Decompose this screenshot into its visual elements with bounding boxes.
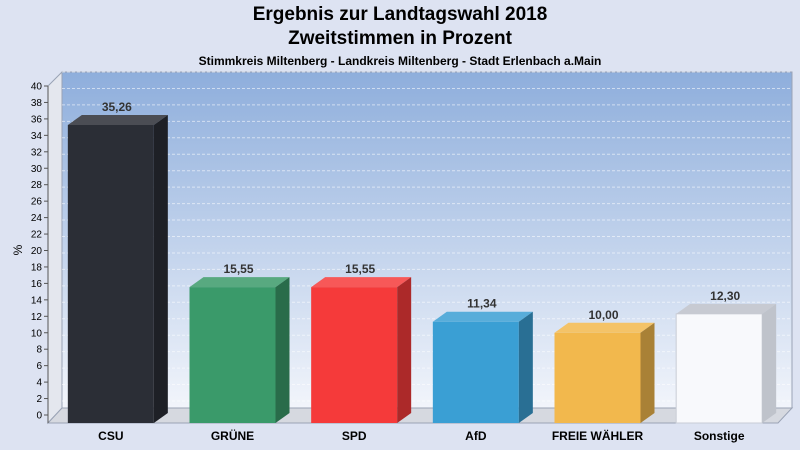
y-tick-label: 28 [31,180,43,191]
y-tick-label: 4 [36,378,42,389]
y-tick-label: 24 [31,213,43,224]
bar-front [432,321,519,423]
bar-front [311,287,398,423]
x-category-label: Sonstige [694,429,745,443]
bar-sonstige [675,303,777,424]
bar-front [554,332,641,423]
y-tick-label: 8 [36,345,42,356]
bar-side [518,311,533,423]
bar-top [311,277,412,288]
bar-side [397,277,412,423]
y-tick-label: 12 [31,312,43,323]
bar-value-label: 11,34 [467,297,497,311]
bar-top [432,311,533,322]
bar-front [189,287,276,423]
y-tick-label: 10 [31,328,43,339]
x-category-label: GRÜNE [211,428,254,443]
x-category-label: AfD [465,429,487,443]
bar-top [554,322,655,333]
y-tick-label: 38 [31,98,43,109]
chart-caption: Stimmkreis Miltenberg - Landkreis Milten… [198,54,602,68]
bar-afd [432,311,533,423]
x-category-label: CSU [98,429,123,443]
y-tick-label: 26 [31,197,43,208]
bar-value-label: 10,00 [588,308,618,322]
bar-value-label: 15,55 [223,262,253,276]
y-tick-label: 18 [31,262,43,273]
y-tick-label: 40 [31,82,43,93]
x-category-label: FREIE WÄHLER [552,428,644,443]
y-tick-label: 32 [31,147,43,158]
y-tick-label: 16 [31,279,43,290]
y-tick-label: 34 [31,131,43,142]
bar-top [67,114,168,125]
y-tick-label: 30 [31,164,43,175]
y-tick-label: 14 [31,295,43,306]
chart-subtitle: Zweitstimmen in Prozent [288,28,512,49]
bar-front [675,313,763,424]
bar-value-label: 12,30 [710,289,740,303]
y-tick-label: 0 [36,411,42,422]
y-tick-label: 22 [31,230,43,241]
bar-spd [311,277,412,423]
bar-freie-w-hler [554,322,655,423]
bar-value-label: 15,55 [345,262,375,276]
plot-side-wall [47,70,63,425]
bar-front [67,124,154,423]
bar-value-label: 35,26 [102,100,132,114]
bar-gr-ne [189,277,290,423]
x-category-label: SPD [342,429,367,443]
bar-top [189,277,290,288]
y-tick-label: 36 [31,114,43,125]
bar-side [762,303,777,423]
y-tick-label: 20 [31,246,43,257]
bar-side [275,277,290,423]
y-tick-label: 6 [36,361,42,372]
bar-top [676,303,777,314]
bar-csu [67,114,168,423]
bar-side [640,322,655,423]
bar-side [153,114,168,423]
chart-title: Ergebnis zur Landtagswahl 2018 [252,4,548,25]
y-tick-label: 2 [36,394,42,405]
y-axis-label: % [11,244,25,255]
